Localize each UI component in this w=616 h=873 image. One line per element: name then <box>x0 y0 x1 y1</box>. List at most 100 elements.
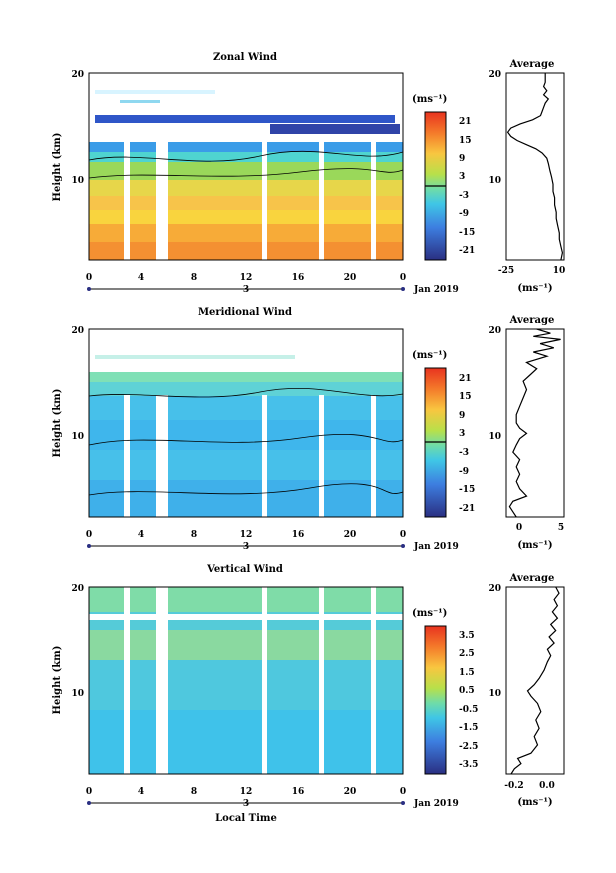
zonal-title: Zonal Wind <box>213 52 277 63</box>
vertical-profile-xtick-zero: 0.0 <box>539 781 555 791</box>
vertical-profile-unit: (ms⁻¹) <box>517 797 552 808</box>
panel-vertical: Vertical Wind Height (km) 10 20 0 4 8 12… <box>52 564 565 824</box>
svg-text:-1.5: -1.5 <box>459 723 478 733</box>
svg-text:21: 21 <box>459 117 472 127</box>
svg-text:3: 3 <box>459 172 465 182</box>
vertical-colorbar-ticks: 3.5 2.5 1.5 0.5 -0.5 -1.5 -2.5 -3.5 <box>459 631 478 770</box>
vertical-profile-frame <box>505 586 565 775</box>
vertical-date-label: Jan 2019 <box>413 799 459 809</box>
vertical-xtick-20: 20 <box>344 787 357 797</box>
zonal-profile-ytick-20: 20 <box>488 70 501 80</box>
meridional-xtick-4: 4 <box>138 530 144 540</box>
meridional-xtick-20: 20 <box>344 530 357 540</box>
meridional-xtick-24: 0 <box>400 530 406 540</box>
meridional-title: Meridional Wind <box>198 307 292 318</box>
panel-meridional: Meridional Wind Height (km) 10 20 0 4 8 … <box>52 307 565 552</box>
svg-text:0.5: 0.5 <box>459 686 475 696</box>
svg-text:21: 21 <box>459 374 472 384</box>
vertical-ytick-20: 20 <box>71 584 84 594</box>
svg-text:-21: -21 <box>459 504 475 514</box>
svg-text:-2.5: -2.5 <box>459 742 478 752</box>
vertical-profile-title: Average <box>509 573 555 584</box>
svg-text:15: 15 <box>459 136 472 146</box>
meridional-profile-title: Average <box>509 315 555 326</box>
meridional-ytick-10: 10 <box>71 432 84 442</box>
zonal-unit: (ms⁻¹) <box>412 94 447 105</box>
meridional-date-day: 3 <box>243 542 249 552</box>
zonal-ytick-20: 20 <box>71 70 84 80</box>
zonal-xtick-16: 16 <box>292 273 305 283</box>
vertical-date-day: 3 <box>243 799 249 809</box>
zonal-ylabel: Height (km) <box>52 133 63 202</box>
vertical-unit: (ms⁻¹) <box>412 608 447 619</box>
meridional-unit: (ms⁻¹) <box>412 350 447 361</box>
zonal-date-start <box>87 287 91 291</box>
panel-zonal: Zonal Wind Height (km) 10 20 <box>52 52 565 295</box>
meridional-profile-line <box>508 328 561 518</box>
vertical-xtick-4: 4 <box>138 787 144 797</box>
zonal-profile-ytick-10: 10 <box>488 176 501 186</box>
vertical-frame <box>88 586 404 775</box>
zonal-xtick-24: 0 <box>400 273 406 283</box>
svg-text:9: 9 <box>459 411 465 421</box>
zonal-ytick-10: 10 <box>71 176 84 186</box>
meridional-colorbar-ticks: 21 15 9 3 -3 -9 -15 -21 <box>459 374 475 514</box>
svg-text:-3.5: -3.5 <box>459 760 478 770</box>
meridional-ytick-20: 20 <box>71 326 84 336</box>
svg-text:-3: -3 <box>459 191 469 201</box>
zonal-xtick-4: 4 <box>138 273 144 283</box>
zonal-colorbar-ticks: 21 15 9 3 -3 -9 -15 -21 <box>459 117 475 256</box>
zonal-date-end <box>401 287 405 291</box>
vertical-colorbar <box>424 625 447 775</box>
svg-text:2.5: 2.5 <box>459 649 475 659</box>
svg-text:-9: -9 <box>459 467 469 477</box>
zonal-profile-unit: (ms⁻¹) <box>517 283 552 294</box>
meridional-frame <box>88 328 404 518</box>
zonal-profile-title: Average <box>509 59 555 70</box>
zonal-xtick-12: 12 <box>240 273 253 283</box>
vertical-profile-ytick-10: 10 <box>488 689 501 699</box>
svg-text:-3: -3 <box>459 448 469 458</box>
vertical-xtick-12: 12 <box>240 787 253 797</box>
svg-text:3.5: 3.5 <box>459 631 475 641</box>
svg-text:-0.5: -0.5 <box>459 705 478 715</box>
zonal-frame <box>88 72 404 261</box>
svg-text:3: 3 <box>459 429 465 439</box>
vertical-xtick-16: 16 <box>292 787 305 797</box>
zonal-profile-frame <box>505 72 565 261</box>
svg-text:-9: -9 <box>459 209 469 219</box>
vertical-xtick-24: 0 <box>400 787 406 797</box>
meridional-profile-ytick-20: 20 <box>488 326 501 336</box>
svg-text:9: 9 <box>459 154 465 164</box>
vertical-title: Vertical Wind <box>206 564 283 575</box>
vertical-date-end <box>401 801 405 805</box>
vertical-heatmap <box>89 587 403 774</box>
zonal-heatmap <box>88 90 404 260</box>
zonal-xtick-0: 0 <box>86 273 92 283</box>
meridional-xtick-0: 0 <box>86 530 92 540</box>
vertical-xtick-8: 8 <box>191 787 197 797</box>
svg-text:1.5: 1.5 <box>459 668 475 678</box>
svg-text:-15: -15 <box>459 228 475 238</box>
meridional-profile-xtick-5: 5 <box>558 523 564 533</box>
zonal-profile-line <box>506 73 564 261</box>
meridional-date-end <box>401 544 405 548</box>
zonal-date-label: Jan 2019 <box>413 285 459 295</box>
meridional-xtick-8: 8 <box>191 530 197 540</box>
zonal-xtick-8: 8 <box>191 273 197 283</box>
meridional-profile-unit: (ms⁻¹) <box>517 540 552 551</box>
meridional-xtick-12: 12 <box>240 530 253 540</box>
svg-text:-21: -21 <box>459 246 475 256</box>
meridional-profile-frame <box>505 328 565 518</box>
vertical-xlabel: Local Time <box>215 813 277 824</box>
vertical-ytick-10: 10 <box>71 689 84 699</box>
zonal-xtick-20: 20 <box>344 273 357 283</box>
meridional-profile-ytick-10: 10 <box>488 432 501 442</box>
vertical-ylabel: Height (km) <box>52 646 63 715</box>
meridional-xtick-16: 16 <box>292 530 305 540</box>
vertical-xtick-0: 0 <box>86 787 92 797</box>
meridional-date-label: Jan 2019 <box>413 542 459 552</box>
svg-text:-15: -15 <box>459 485 475 495</box>
svg-text:15: 15 <box>459 392 472 402</box>
